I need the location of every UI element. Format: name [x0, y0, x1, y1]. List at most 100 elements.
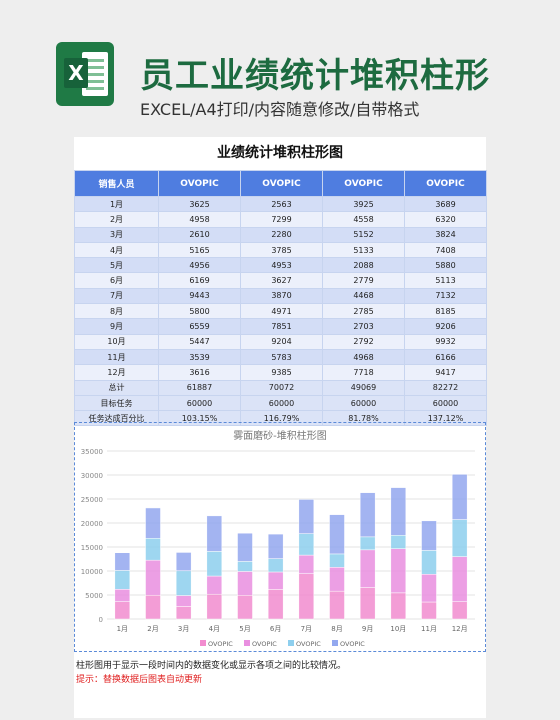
table-cell: 7408	[404, 241, 487, 259]
legend-swatch	[332, 640, 338, 646]
bar-segment	[359, 536, 376, 551]
table-cell: 3824	[404, 226, 487, 243]
table-cell: 5152	[322, 226, 405, 243]
table-cell: 9206	[404, 318, 487, 335]
bar-segment	[237, 532, 253, 562]
page-header: X 员工业绩统计堆积柱形 EXCEL/A4打印/内容随意修改/自带格式	[0, 0, 560, 135]
table-row: 3月 2610 2280 5152 3824	[74, 226, 487, 243]
x-tick-label: 2月	[147, 625, 158, 633]
row-label: 5月	[74, 257, 159, 274]
table-cell: 9417	[404, 364, 487, 381]
bar-segment	[329, 514, 345, 555]
bar-segment	[237, 594, 253, 620]
table-cell: 49069	[322, 379, 405, 396]
table-cell: 2563	[240, 195, 323, 213]
table-cell: 6320	[404, 211, 487, 228]
table-row: 12月 3616 9385 7718 9417	[74, 364, 487, 381]
bar-segment	[390, 487, 407, 536]
bar-segment	[329, 590, 345, 620]
x-tick-label: 4月	[209, 625, 220, 633]
table-row: 2月 4958 7299 4558 6320	[74, 211, 487, 228]
table-cell: 2779	[322, 272, 405, 289]
bar-segment	[451, 474, 468, 520]
x-tick-label: 11月	[421, 625, 437, 633]
legend-swatch	[244, 640, 250, 646]
hint-label: 提示：	[76, 675, 104, 685]
bar-segment	[451, 601, 468, 620]
row-label: 总计	[74, 379, 159, 396]
row-label: 2月	[74, 211, 159, 228]
bar-segment	[145, 559, 161, 596]
stacked-bar-chart: 雾面磨砂-堆积柱形图 35000 30000 25000 20000 15000 10000…	[81, 429, 475, 648]
bar-segment	[175, 552, 192, 572]
table-row: 9月 6559 7851 2703 9206	[74, 318, 487, 335]
header-ovopic: OVOPIC	[158, 170, 241, 197]
row-label: 12月	[74, 364, 159, 381]
table-cell: 5113	[404, 272, 487, 289]
table-cell: 5880	[404, 257, 487, 274]
y-tick-label: 0	[99, 616, 103, 624]
row-label: 9月	[74, 318, 159, 335]
bar-segment	[237, 561, 253, 572]
bar-segment	[390, 535, 407, 549]
table-cell: 7718	[322, 364, 405, 381]
bar-segment	[206, 515, 223, 552]
legend-label: OVOPIC	[252, 640, 277, 648]
table-cell: 60000	[404, 394, 487, 412]
table-cell: 4958	[158, 211, 241, 228]
bar-segment	[329, 553, 345, 568]
table-cell: 6559	[158, 318, 241, 335]
table-cell: 7851	[240, 318, 323, 335]
bar-segment	[114, 601, 131, 620]
bar-segment	[267, 533, 284, 559]
row-label: 8月	[74, 303, 159, 320]
bar-segment	[421, 520, 437, 551]
row-label: 6月	[74, 272, 159, 289]
table-cell: 5447	[158, 333, 241, 350]
table-cell: 4953	[240, 257, 323, 274]
table-cell: 2610	[158, 226, 241, 243]
bar-segment	[329, 567, 345, 592]
y-tick-label: 30000	[81, 472, 103, 480]
table-row: 5月 4956 4953 2088 5880	[74, 257, 487, 274]
legend-swatch	[288, 640, 294, 646]
y-tick-label: 15000	[81, 544, 103, 552]
legend-label: OVOPIC	[296, 640, 321, 648]
summary-row: 总计 61887 70072 49069 82272	[74, 379, 487, 396]
table-cell: 9204	[240, 333, 323, 350]
table-cell: 4968	[322, 348, 405, 366]
x-tick-label: 3月	[178, 625, 189, 633]
table-cell: 5165	[158, 241, 241, 259]
header-ovopic: OVOPIC	[322, 170, 405, 197]
document-page: 业绩统计堆积柱形图 销售人员 OVOPIC OVOPIC OVOPIC OVOPIC 1…	[74, 137, 487, 718]
x-tick-label: 12月	[452, 625, 468, 633]
table-row: 11月 3539 5783 4968 6166	[74, 348, 487, 366]
x-tick-label: 1月	[117, 625, 128, 633]
bar-segment	[298, 499, 315, 534]
summary-row: 目标任务 60000 60000 60000 60000	[74, 394, 487, 412]
table-cell: 2785	[322, 303, 405, 320]
table-cell: 6166	[404, 348, 487, 366]
bar-segment	[298, 533, 315, 556]
table-row: 1月 3625 2563 3925 3689	[74, 195, 487, 213]
bar-segment	[114, 589, 131, 602]
bar-segment	[298, 554, 315, 574]
table-cell: 7299	[240, 211, 323, 228]
table-cell: 4956	[158, 257, 241, 274]
header-salesperson: 销售人员	[74, 170, 159, 197]
hint-line: 提示：替换数据后图表自动更新	[74, 673, 486, 687]
sheet-title: 业绩统计堆积柱形图	[217, 145, 343, 161]
bar-segment	[359, 492, 376, 538]
table-cell: 60000	[158, 394, 241, 412]
notes: 柱形图用于显示一段时间内的数据变化或显示各项之间的比较情况。 提示：替换数据后图…	[74, 659, 486, 687]
table-cell: 3870	[240, 287, 323, 305]
table-cell: 4558	[322, 211, 405, 228]
y-tick-label: 10000	[81, 568, 103, 576]
page-title: 员工业绩统计堆积柱形	[140, 56, 490, 96]
bar-segment	[175, 570, 192, 596]
x-tick-label: 6月	[270, 625, 281, 633]
table-cell: 61887	[158, 379, 241, 396]
table-cell: 2280	[240, 226, 323, 243]
x-tick-label: 7月	[301, 625, 312, 633]
bar-segment	[175, 606, 192, 620]
